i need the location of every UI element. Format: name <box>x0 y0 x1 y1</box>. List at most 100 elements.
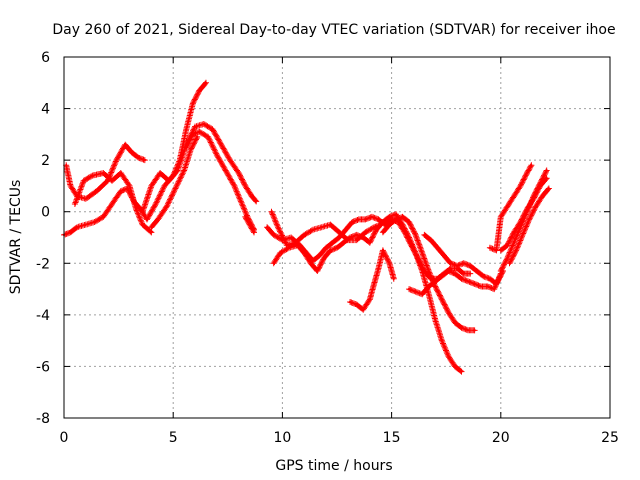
data-point <box>362 236 365 239</box>
data-point <box>303 233 306 237</box>
data-point <box>381 231 385 234</box>
data-point <box>167 179 171 182</box>
data-point <box>342 241 345 244</box>
data-point <box>532 197 535 201</box>
data-point <box>420 251 424 255</box>
data-point <box>506 244 509 247</box>
data-point <box>427 269 430 273</box>
data-point <box>119 189 122 193</box>
data-point <box>372 225 376 229</box>
data-point <box>272 233 275 237</box>
x-tick-label: 20 <box>492 430 510 446</box>
data-point <box>538 184 542 188</box>
data-point <box>525 207 529 211</box>
y-tick-label: -2 <box>36 256 50 272</box>
data-point <box>84 197 88 201</box>
data-point <box>488 277 492 280</box>
data-point <box>202 122 205 126</box>
data-point <box>488 246 492 250</box>
data-point <box>519 184 522 188</box>
data-point <box>407 287 411 291</box>
data-point <box>276 225 280 229</box>
data-point <box>244 215 247 219</box>
series-track-10 <box>347 247 397 313</box>
data-point <box>499 249 502 252</box>
data-point <box>287 246 291 250</box>
data-point <box>102 215 105 219</box>
data-point <box>348 236 352 239</box>
data-point <box>289 236 293 239</box>
data-point <box>145 218 149 221</box>
data-point <box>429 238 433 242</box>
data-point <box>191 102 195 105</box>
data-point <box>486 285 489 288</box>
data-point <box>252 231 256 234</box>
data-point <box>141 210 144 213</box>
data-point <box>449 262 452 265</box>
data-point <box>64 164 68 167</box>
data-point <box>466 280 470 283</box>
data-point <box>91 174 94 177</box>
data-point <box>388 223 391 226</box>
data-point <box>254 200 258 203</box>
data-point <box>355 303 358 306</box>
data-point <box>158 171 162 175</box>
data-point <box>137 156 140 159</box>
data-point <box>519 220 522 224</box>
data-point <box>519 225 522 229</box>
data-point <box>322 256 326 260</box>
data-point <box>362 308 365 311</box>
data-point <box>196 135 199 139</box>
series-track-8 <box>268 208 384 249</box>
data-point <box>473 282 476 286</box>
data-point <box>331 241 334 244</box>
data-point <box>239 200 243 203</box>
data-point <box>134 207 138 211</box>
data-point <box>453 321 457 324</box>
data-point <box>110 202 114 206</box>
data-point <box>434 285 437 288</box>
data-point <box>469 264 472 268</box>
data-point <box>311 228 315 231</box>
data-point <box>130 151 133 154</box>
data-point <box>279 251 282 255</box>
y-tick-label: 4 <box>41 102 50 118</box>
data-point <box>407 220 411 224</box>
y-tick-label: 6 <box>41 50 50 66</box>
data-point <box>377 267 380 270</box>
data-point <box>440 274 444 278</box>
data-point <box>469 272 472 275</box>
data-point <box>530 164 533 167</box>
data-point <box>233 184 236 188</box>
data-point <box>414 233 417 237</box>
data-point <box>462 272 465 275</box>
data-point <box>394 218 398 221</box>
data-point <box>388 262 391 265</box>
data-point <box>272 262 275 265</box>
data-point <box>534 205 537 208</box>
series-track-13 <box>421 231 506 287</box>
data-point <box>392 277 395 280</box>
x-tick-label: 25 <box>601 430 619 446</box>
data-point <box>102 171 105 175</box>
data-point <box>316 269 319 273</box>
data-point <box>150 225 153 229</box>
x-tick-label: 0 <box>60 430 69 446</box>
data-point <box>414 290 417 293</box>
data-point <box>447 354 450 358</box>
data-point <box>364 231 367 234</box>
data-point <box>69 231 72 234</box>
data-point <box>521 233 524 237</box>
data-point <box>355 238 358 242</box>
data-point <box>506 205 509 208</box>
data-point <box>185 128 188 131</box>
data-point <box>198 130 201 133</box>
data-point <box>460 326 463 329</box>
data-point <box>499 269 502 273</box>
data-point <box>423 233 426 237</box>
series-track-11 <box>379 213 478 334</box>
grid-lines <box>64 57 610 418</box>
data-point <box>344 228 347 231</box>
